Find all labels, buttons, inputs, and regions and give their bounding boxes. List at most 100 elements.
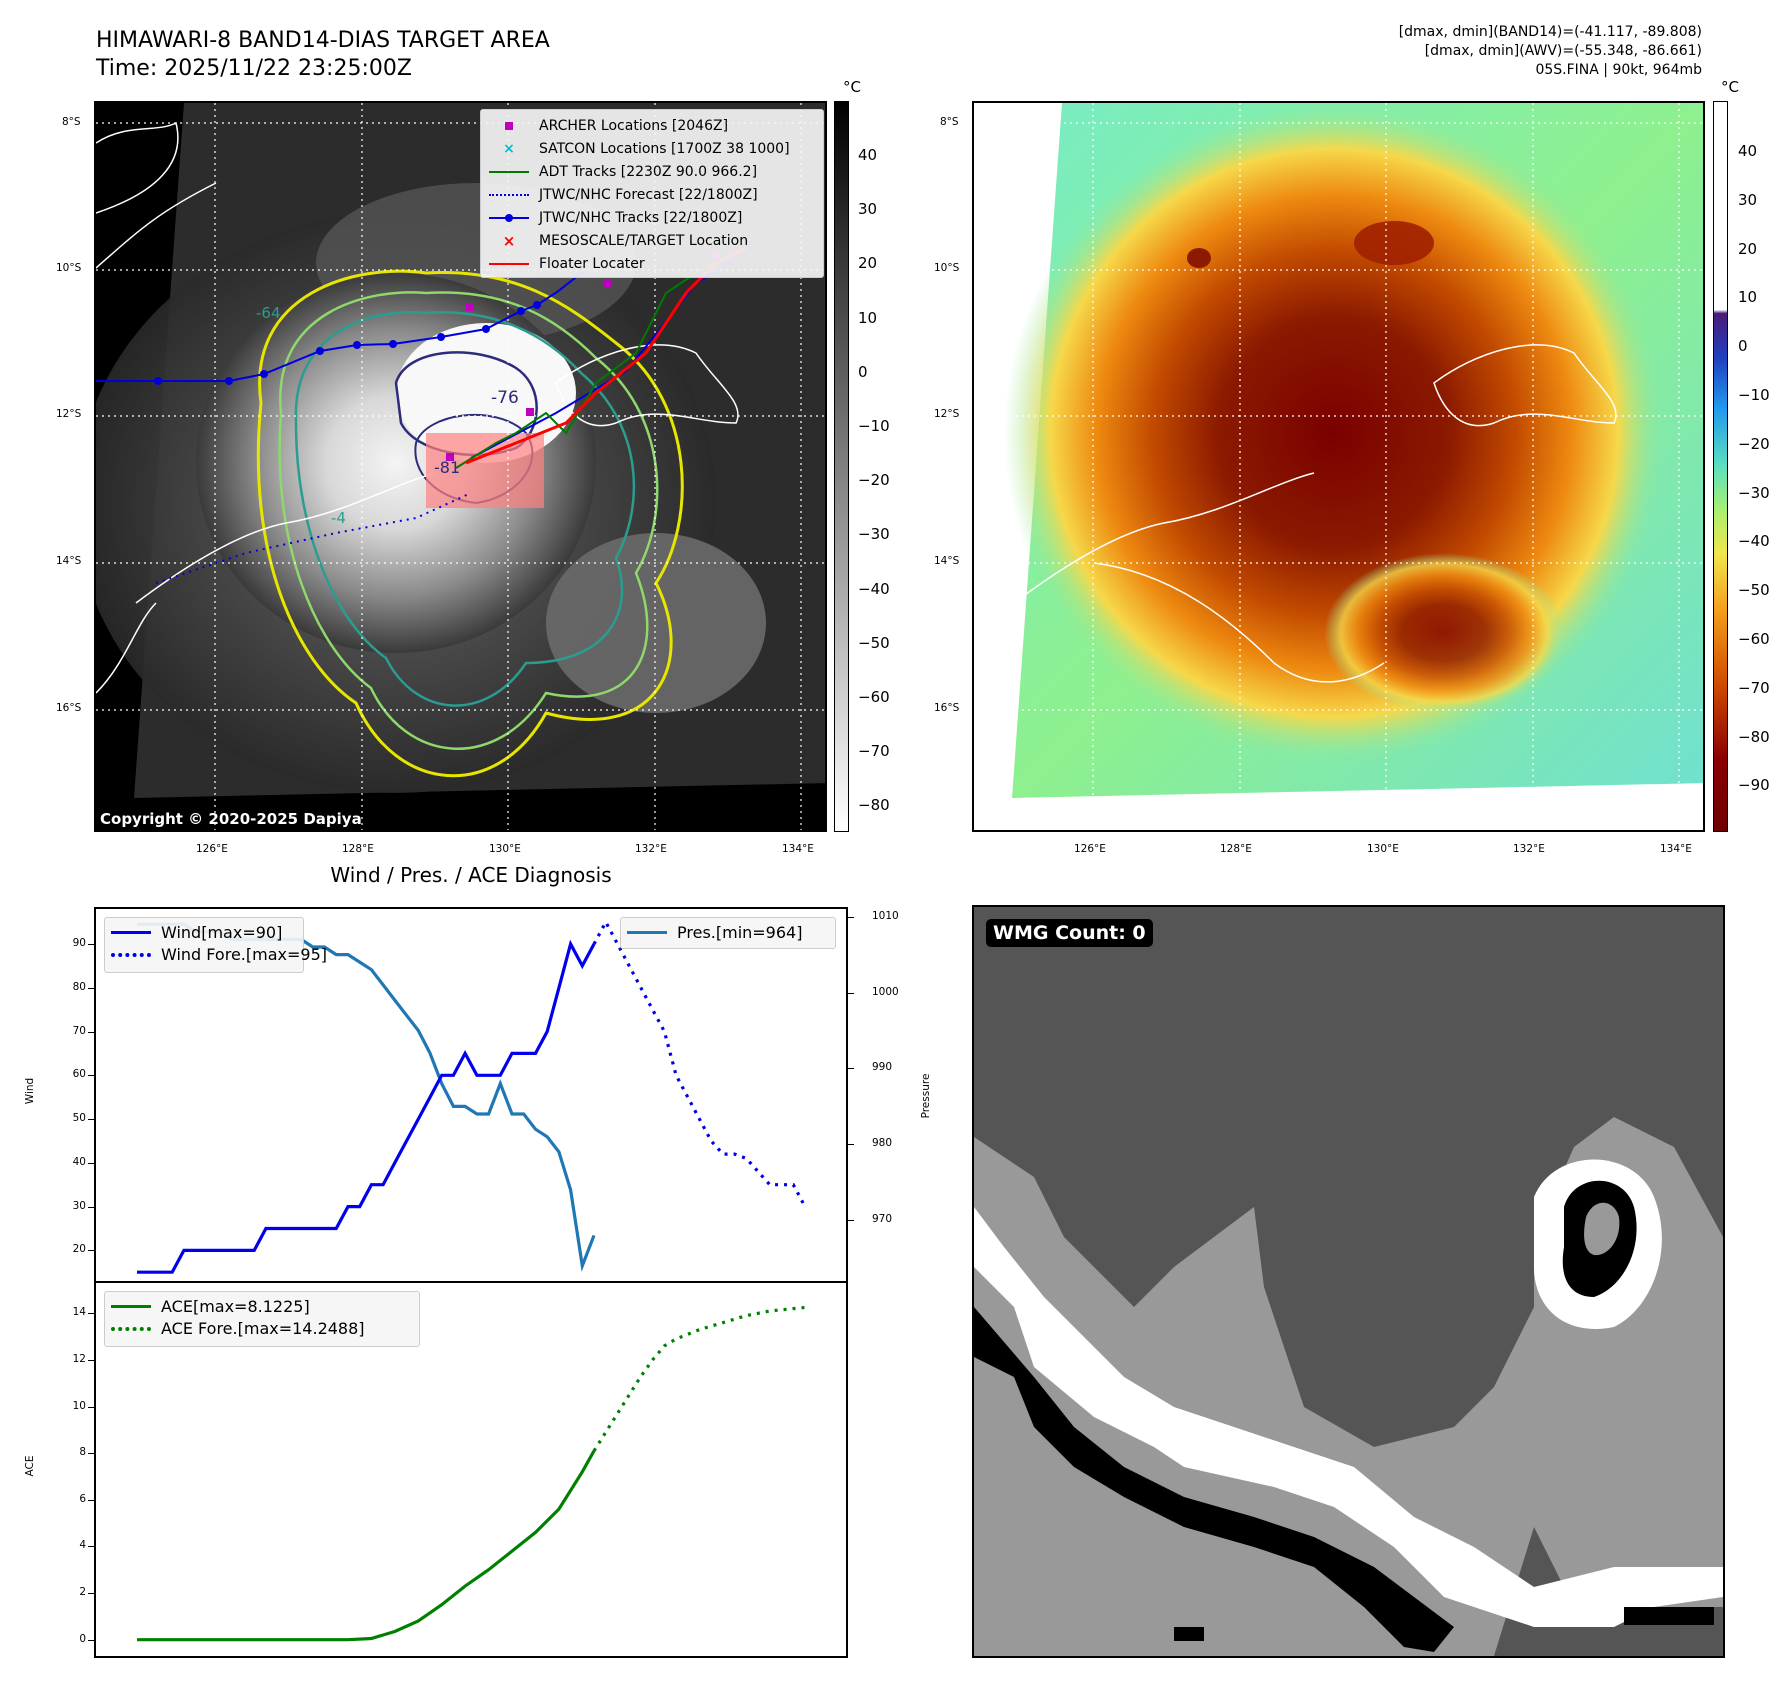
legend-entry: ARCHER Locations [2046Z] bbox=[489, 114, 815, 137]
ir-tick: −70 bbox=[858, 742, 890, 761]
ir-tick: −40 bbox=[858, 579, 890, 598]
contour-label: -76 bbox=[491, 388, 519, 408]
dotted-line-icon bbox=[111, 1321, 151, 1335]
line-marker-icon bbox=[489, 165, 529, 179]
lat-label: 10°S bbox=[934, 262, 960, 274]
awv-tick: 20 bbox=[1738, 239, 1758, 258]
lat-label: 16°S bbox=[934, 702, 960, 714]
ir-tick: −20 bbox=[858, 471, 890, 490]
pres-tick-mark bbox=[848, 1144, 854, 1146]
ir-tick: −10 bbox=[858, 417, 890, 435]
ir-tick: −50 bbox=[858, 633, 890, 652]
pressure-ylabel: Pressure bbox=[920, 1073, 932, 1119]
lat-label: 14°S bbox=[934, 555, 960, 567]
legend-entry: × SATCON Locations [1700Z 38 1000] bbox=[489, 137, 815, 160]
diagnosis-title: Wind / Pres. / ACE Diagnosis bbox=[330, 863, 612, 887]
pres-tick-label: 990 bbox=[872, 1061, 893, 1074]
ace-tick-mark bbox=[88, 1546, 94, 1548]
dotted-line-icon bbox=[111, 947, 151, 961]
ace-tick-mark bbox=[88, 1359, 94, 1361]
lon-label: 130°E bbox=[489, 843, 521, 855]
contour-label: -81 bbox=[434, 458, 460, 477]
ace-tick-mark bbox=[88, 1453, 94, 1455]
x-marker-icon: × bbox=[503, 140, 515, 157]
wmg-panel: WMG Count: 0 bbox=[972, 905, 1725, 1658]
figure-title: HIMAWARI-8 BAND14-DIAS TARGET AREA bbox=[96, 28, 550, 53]
wmg-image bbox=[974, 1117, 1723, 1656]
ace-tick-label: 6 bbox=[79, 1492, 86, 1505]
wind-tick-mark bbox=[88, 1250, 94, 1252]
lat-label: 16°S bbox=[56, 702, 82, 714]
awv-colorbar-unit: °C bbox=[1721, 78, 1739, 96]
info-awv: [dmax, dmin](AWV)=(-55.348, -86.661) bbox=[1424, 43, 1702, 59]
wind-tick-label: 20 bbox=[72, 1243, 86, 1256]
wind-tick-mark bbox=[88, 1031, 94, 1033]
wind-tick-label: 70 bbox=[72, 1024, 86, 1037]
pres-tick-mark bbox=[848, 1068, 854, 1070]
legend-entry: Wind[max=90] bbox=[111, 921, 297, 943]
ace-tick-mark bbox=[88, 1313, 94, 1315]
line-marker-icon bbox=[627, 925, 667, 939]
ir-tick: 40 bbox=[858, 146, 878, 164]
wind-tick-mark bbox=[88, 1075, 94, 1077]
legend-entry: × MESOSCALE/TARGET Location bbox=[489, 229, 815, 252]
legend-entry: Floater Locater bbox=[489, 252, 815, 275]
pres-legend: Pres.[min=964] bbox=[620, 917, 836, 949]
line-marker-icon bbox=[111, 925, 151, 939]
wind-forecast-line bbox=[592, 918, 807, 1208]
awv-map-image bbox=[974, 103, 1703, 830]
wind-legend: Wind[max=90] Wind Fore.[max=95] bbox=[104, 917, 327, 973]
line-marker-icon bbox=[489, 257, 529, 271]
lon-label: 130°E bbox=[1367, 843, 1399, 855]
legend-entry: JTWC/NHC Tracks [22/1800Z] bbox=[489, 206, 815, 229]
ace-chart bbox=[137, 1305, 806, 1642]
ir-tick: 30 bbox=[858, 200, 878, 219]
ir-colorbar-unit: °C bbox=[843, 78, 861, 96]
lon-label: 128°E bbox=[1220, 843, 1252, 855]
awv-tick: −50 bbox=[1738, 581, 1770, 600]
legend-entry: Pres.[min=964] bbox=[627, 921, 829, 943]
info-storm: 05S.FINA | 90kt, 964mb bbox=[1535, 62, 1702, 78]
pres-tick-mark bbox=[848, 992, 854, 994]
awv-tick: −90 bbox=[1738, 776, 1770, 795]
wind-tick-label: 30 bbox=[72, 1199, 86, 1212]
wind-tick-mark bbox=[88, 987, 94, 989]
wmg-count-badge: WMG Count: 0 bbox=[986, 919, 1153, 947]
awv-tick: −40 bbox=[1738, 532, 1770, 551]
awv-tick: −10 bbox=[1738, 386, 1770, 404]
x-marker-icon: × bbox=[502, 231, 516, 250]
awv-tick: 30 bbox=[1738, 190, 1758, 209]
legend-entry: ACE[max=8.1225] bbox=[111, 1295, 413, 1317]
info-band14: [dmax, dmin](BAND14)=(-41.117, -89.808) bbox=[1398, 24, 1702, 40]
ace-tick-mark bbox=[88, 1499, 94, 1501]
awv-tick: −20 bbox=[1738, 434, 1770, 453]
legend-entry: JTWC/NHC Forecast [22/1800Z] bbox=[489, 183, 815, 206]
ace-tick-label: 12 bbox=[72, 1352, 86, 1365]
wind-tick-label: 90 bbox=[72, 937, 86, 949]
awv-tick: −30 bbox=[1738, 483, 1770, 502]
ir-tick: 10 bbox=[858, 308, 878, 327]
awv-tick: 0 bbox=[1738, 337, 1748, 356]
legend-entry: ADT Tracks [2230Z 90.0 966.2] bbox=[489, 160, 815, 183]
ace-tick-label: 0 bbox=[79, 1632, 86, 1645]
legend-entry: ACE Fore.[max=14.2488] bbox=[111, 1317, 413, 1339]
lat-label: 8°S bbox=[940, 116, 959, 128]
ir-tick: 20 bbox=[858, 254, 878, 273]
wind-tick-label: 50 bbox=[72, 1112, 86, 1125]
wind-line bbox=[137, 939, 596, 1274]
lat-label: 14°S bbox=[56, 555, 82, 567]
ace-forecast-line bbox=[592, 1305, 806, 1452]
ace-ylabel: ACE bbox=[24, 1455, 36, 1477]
wind-tick-mark bbox=[88, 1162, 94, 1164]
ace-tick-label: 10 bbox=[72, 1399, 86, 1412]
ace-tick-label: 8 bbox=[79, 1446, 86, 1459]
copyright-notice: Copyright © 2020-2025 Dapiya bbox=[100, 810, 362, 828]
pres-tick-label: 1000 bbox=[872, 985, 899, 998]
lat-label: 12°S bbox=[56, 408, 82, 420]
ir-map-panel: -76 -81 -64 -4 ARCHER Locations [2046Z] … bbox=[94, 101, 827, 832]
awv-tick: −60 bbox=[1738, 630, 1770, 648]
lon-label: 128°E bbox=[342, 843, 374, 855]
lon-label: 132°E bbox=[1513, 843, 1545, 855]
pres-tick-label: 980 bbox=[872, 1137, 893, 1150]
pres-tick-label: 970 bbox=[872, 1213, 893, 1226]
